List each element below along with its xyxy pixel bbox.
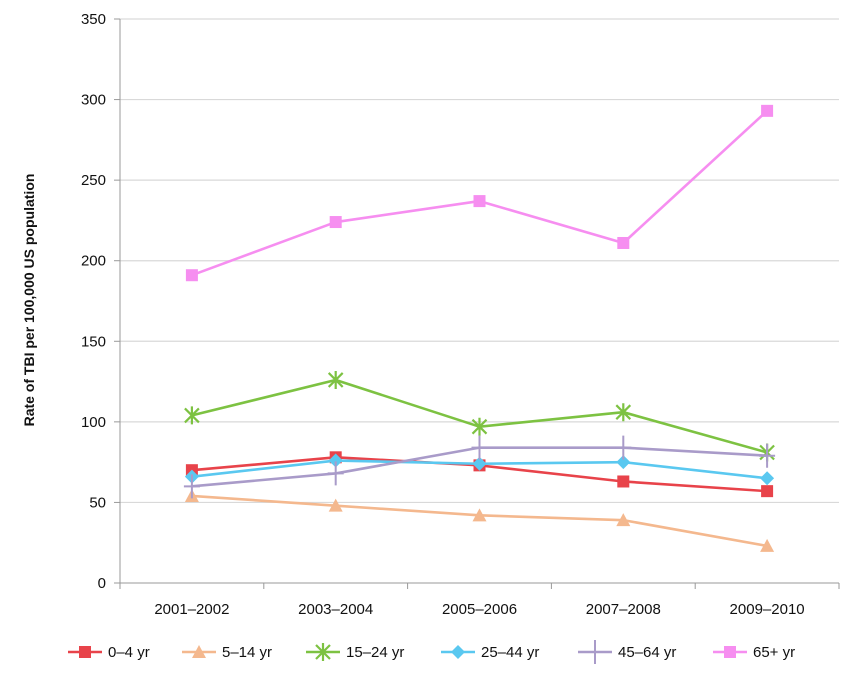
series-lines: [183, 104, 776, 552]
data-point: [761, 104, 774, 117]
legend-label: 65+ yr: [753, 644, 795, 661]
data-point: [471, 435, 488, 460]
series-5: [183, 435, 776, 499]
series-6: [185, 104, 774, 282]
gridlines: [120, 18, 839, 504]
legend-item: 25–44 yr: [441, 644, 539, 661]
data-point: [616, 513, 631, 527]
data-point: [185, 269, 198, 282]
data-point: [471, 417, 488, 436]
y-tick-label: 0: [98, 575, 106, 592]
data-point: [761, 485, 774, 498]
x-tick-label: 2007–2008: [586, 601, 661, 618]
x-tick-label: 2005–2006: [442, 601, 517, 618]
data-point: [327, 370, 344, 389]
y-tick-label: 100: [81, 414, 106, 431]
data-point: [760, 471, 775, 486]
data-point: [329, 216, 342, 229]
legend-item: 5–14 yr: [182, 644, 272, 661]
x-axis-ticks: 2001–2002 2003–2004 2005–2006 2007–2008 2009…: [119, 583, 840, 618]
legend-label: 15–24 yr: [346, 644, 404, 661]
legend-item: 15–24 yr: [306, 643, 404, 661]
data-point: [473, 195, 486, 208]
y-tick-label: 250: [81, 172, 106, 189]
data-point: [617, 236, 630, 249]
y-tick-label: 150: [81, 333, 106, 350]
series-2: [184, 488, 775, 552]
data-point: [616, 455, 631, 470]
data-point: [183, 474, 200, 499]
legend-label: 25–44 yr: [481, 644, 539, 661]
data-point: [472, 508, 487, 522]
data-point: [328, 498, 343, 512]
data-point: [615, 403, 632, 422]
legend-marker: [451, 645, 465, 659]
legend-item: 0–4 yr: [68, 644, 150, 661]
legend-marker: [192, 645, 206, 658]
legend-marker: [724, 646, 736, 658]
data-point: [184, 406, 200, 425]
legend-marker: [315, 643, 331, 661]
legend-label: 5–14 yr: [222, 644, 272, 661]
data-point: [759, 443, 776, 468]
series-3: [184, 370, 775, 462]
y-tick-label: 200: [81, 253, 106, 270]
legend-label: 45–64 yr: [618, 644, 676, 661]
x-tick-label: 2009–2010: [730, 601, 805, 618]
data-point: [760, 538, 775, 552]
legend-item: 65+ yr: [713, 644, 795, 661]
y-axis-ticks: 0 50 100 150 200 250 300 350: [81, 11, 120, 592]
legend-label: 0–4 yr: [108, 644, 150, 661]
y-axis-label: Rate of TBI per 100,000 US population: [21, 174, 37, 427]
series-4: [184, 453, 775, 486]
data-point: [472, 456, 487, 471]
x-tick-label: 2001–2002: [154, 601, 229, 618]
legend: 0–4 yr 5–14 yr 15–24 yr 25–44 yr 45–64 yr 65+…: [68, 640, 795, 664]
data-point: [327, 461, 344, 486]
data-point: [328, 453, 343, 468]
y-tick-label: 350: [81, 11, 106, 28]
legend-marker: [79, 646, 91, 658]
data-point: [617, 475, 630, 488]
data-point: [615, 435, 632, 460]
y-tick-label: 50: [89, 494, 106, 511]
legend-item: 45–64 yr: [578, 640, 676, 664]
x-tick-label: 2003–2004: [298, 601, 373, 618]
series-line: [191, 109, 768, 277]
y-tick-label: 300: [81, 92, 106, 109]
legend-marker: [587, 640, 603, 664]
